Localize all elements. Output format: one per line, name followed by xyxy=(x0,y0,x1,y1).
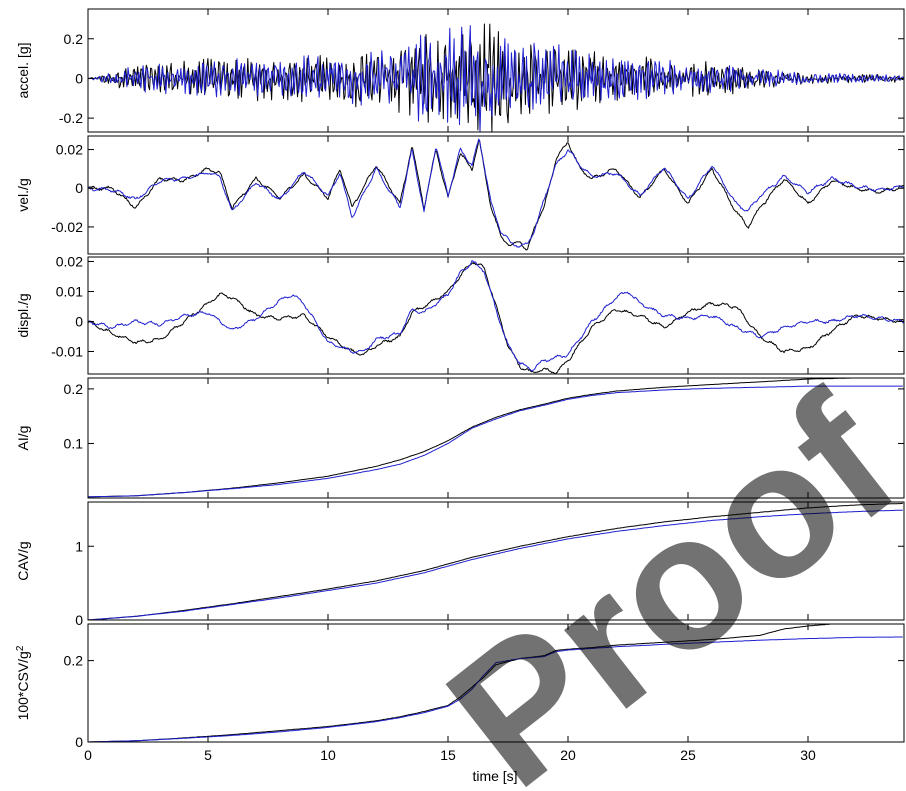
csv-ytick-label: 0 xyxy=(75,734,83,750)
accel-ytick-label: 0 xyxy=(75,70,83,86)
chart-panels: -0.2 0 0.2 accel. [g] -0.02 0 0.02 vel./g -0.01 0… xyxy=(15,8,905,750)
panel-displ: -0.01 0 0.01 0.02 displ./g xyxy=(15,254,905,375)
accel-series-simulated xyxy=(88,25,904,132)
x-axis-label: time [s] xyxy=(472,768,517,784)
x-tick-label: 0 xyxy=(84,747,92,763)
x-tick-label: 5 xyxy=(204,747,212,763)
displ-series-simulated xyxy=(88,260,904,372)
accel-y-axis-label: accel. [g] xyxy=(15,42,31,98)
csv-y-axis-label: 100*CSV/g2 xyxy=(15,645,32,720)
displ-ytick-label: -0.01 xyxy=(51,344,83,360)
shared-x-axis: 0 5 10 15 20 25 30 time [s] xyxy=(84,747,816,784)
displ-axes-frame xyxy=(87,256,905,375)
cav-ytick-label: 0 xyxy=(75,612,83,628)
ai-ytick-label: 0.1 xyxy=(64,435,84,451)
accel-ytick-label: -0.2 xyxy=(59,110,83,126)
accel-ytick-label: 0.2 xyxy=(64,31,84,47)
x-tick-labels: 0 5 10 15 20 25 30 xyxy=(84,747,816,763)
csv-axes-frame xyxy=(87,623,905,743)
panel-vel: -0.02 0 0.02 vel./g xyxy=(15,135,905,255)
ai-axes-frame xyxy=(87,377,905,499)
ai-series-simulated xyxy=(88,385,903,498)
vel-y-axis-label: vel./g xyxy=(15,178,31,211)
csv-series-record xyxy=(88,624,831,742)
ai-ytick-label: 0.2 xyxy=(64,381,84,397)
csv-series-simulated xyxy=(88,636,903,742)
x-tick-label: 25 xyxy=(680,747,696,763)
cav-series-record xyxy=(88,502,903,620)
vel-ytick-label: 0.02 xyxy=(56,142,83,158)
csv-y-axis-label-superscript: 2 xyxy=(15,645,26,651)
vel-ytick-label: -0.02 xyxy=(51,219,83,235)
panel-csv: 0 0.2 100*CSV/g2 xyxy=(15,623,905,750)
displ-series-record xyxy=(88,262,904,374)
panel-cav: 0 1 CAV/g xyxy=(15,501,905,628)
cav-series-simulated xyxy=(88,509,903,620)
displ-y-axis-label: displ./g xyxy=(15,293,31,337)
csv-ytick-label: 0.2 xyxy=(64,653,84,669)
x-tick-label: 20 xyxy=(560,747,576,763)
vel-series-record xyxy=(88,139,904,251)
cav-y-axis-label: CAV/g xyxy=(15,541,31,580)
cav-axes-frame xyxy=(87,501,905,621)
vel-axes-frame xyxy=(87,135,905,255)
ai-y-axis-label: AI/g xyxy=(15,426,31,451)
panel-accel: -0.2 0 0.2 accel. [g] xyxy=(15,8,905,133)
x-tick-label: 15 xyxy=(440,747,456,763)
panel-ai: 0.1 0.2 AI/g xyxy=(15,377,905,499)
cav-ytick-label: 1 xyxy=(75,538,83,554)
x-tick-label: 30 xyxy=(800,747,816,763)
displ-ytick-label: 0.02 xyxy=(56,254,83,270)
vel-ytick-label: 0 xyxy=(75,180,83,196)
displ-ytick-label: 0 xyxy=(75,314,83,330)
accel-axes-frame xyxy=(87,8,905,133)
displ-ytick-label: 0.01 xyxy=(56,284,83,300)
x-tick-label: 10 xyxy=(320,747,336,763)
vel-series-simulated xyxy=(88,138,904,248)
